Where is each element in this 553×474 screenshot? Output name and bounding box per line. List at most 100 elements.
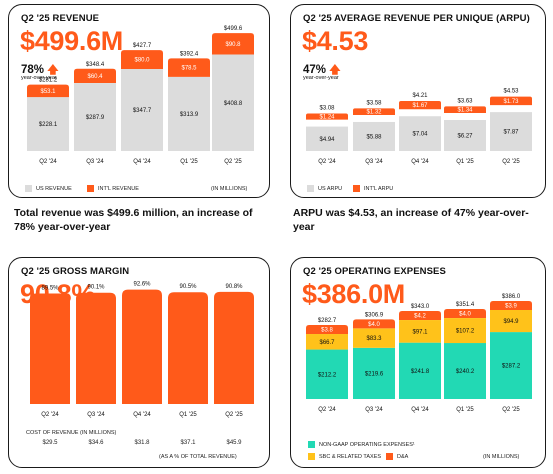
da-opex-label: $4.0 [459,312,471,318]
intl-revenue-bar [27,84,69,98]
us-arpu-label: $4.94 [319,137,335,143]
nongaap-opex-label: $241.8 [411,369,430,375]
us-arpu-bar [399,116,441,151]
nongaap-opex-bar [490,332,532,399]
revenue-units-note: (IN MILLIONS) [211,186,248,192]
nongaap-opex-label: $219.6 [365,371,384,377]
x-tick-label: Q4 '24 [411,159,429,165]
cogs-value: $37.1 [180,440,196,446]
x-tick-label: Q1 '25 [179,412,197,418]
x-tick-label: Q2 '24 [318,407,336,413]
revenue-growth-sub: year-over-year [21,75,57,81]
arpu-caption: ARPU was $4.53, an increase of 47% year-… [293,207,529,233]
us-arpu-label: $6.27 [457,134,473,140]
total-revenue-label: $427.7 [133,43,152,49]
revenue-legend-intl: INT'L REVENUE [87,185,139,192]
arpu-growth: 47% 🡅 [303,61,341,80]
nongaap-opex-label: $240.2 [456,369,475,375]
total-revenue-label: $392.4 [180,51,199,57]
nongaap-opex-bar [399,342,441,399]
intl-arpu-label: $1.34 [457,108,473,114]
sbc-opex-bar [444,318,486,344]
total-opex-label: $351.4 [456,302,475,308]
intl-arpu-bar [306,113,348,120]
nongaap-opex-bar [353,347,395,399]
sbc-opex-bar [399,320,441,343]
total-revenue-label: $348.4 [86,62,105,68]
opex-card: Q2 '25 OPERATING EXPENSES $386.0M $212.2… [290,257,546,468]
intl-swatch [353,185,360,192]
arpu-legend-intl: INT'L ARPU [353,185,393,192]
margin-chart: 89.5% Q2 '24 90.1% Q3 '24 92.6% Q4 '24 90.5% Q1… [30,282,254,418]
arpu-card: Q2 '25 AVERAGE REVENUE PER UNIQUE (ARPU)… [290,4,546,198]
intl-revenue-bar [121,50,163,69]
opex-legend-nongaap: NON-GAAP OPERATING EXPENSES¹ [308,441,415,448]
cogs-value: $34.6 [88,440,104,446]
nongaap-swatch [308,441,315,448]
x-tick-label: Q4 '24 [133,412,151,418]
us-revenue-label: $313.9 [180,112,199,118]
opex-big-value: $386.0M [302,279,405,309]
up-arrow-icon: 🡅 [329,64,341,76]
gross-margin-label: 92.6% [133,282,151,288]
intl-arpu-bar [490,96,532,106]
cogs-label: COST OF REVENUE (IN MILLIONS) [26,430,117,436]
us-arpu-bar [353,121,395,151]
us-arpu-label: $7.87 [503,130,519,136]
intl-revenue-label: $80.0 [134,58,150,64]
intl-revenue-label: $78.5 [181,66,197,72]
opex-legend-sbc: SBC & RELATED TAXES [308,453,381,460]
total-opex-label: $306.9 [365,312,384,318]
margin-note: (AS A % OF TOTAL REVENUE) [159,454,237,460]
x-tick-label: Q3 '24 [365,407,383,413]
margin-card: Q2 '25 GROSS MARGIN 90.8% 89.5% Q2 '24 90.… [8,257,270,468]
us-arpu-label: $7.04 [412,132,428,138]
da-opex-label: $4.0 [368,322,380,328]
intl-revenue-label: $53.1 [40,89,56,95]
sbc-opex-label: $94.9 [503,319,519,325]
margin-title: Q2 '25 GROSS MARGIN [21,266,130,277]
x-tick-label: Q1 '25 [456,407,474,413]
revenue-title: Q2 '25 REVENUE [21,13,100,24]
sbc-swatch [308,453,315,460]
x-tick-label: Q2 '24 [39,159,57,165]
us-revenue-label: $347.7 [133,108,152,114]
gross-margin-bar [168,292,208,404]
da-opex-bar [306,325,348,335]
intl-arpu-label: $1.67 [412,103,428,109]
revenue-caption: Total revenue was $499.6 million, an inc… [14,207,253,233]
nongaap-opex-bar [444,343,486,399]
us-arpu-bar [306,126,348,151]
intl-revenue-label: $90.8 [225,42,241,48]
cogs-value: $29.5 [42,440,58,446]
us-revenue-label: $287.9 [86,115,105,121]
da-swatch [386,453,393,460]
intl-arpu-label: $1.73 [503,99,519,105]
x-tick-label: Q2 '25 [225,412,243,418]
arpu-growth-value: 47% [303,64,327,76]
x-tick-label: Q2 '25 [224,159,242,165]
intl-arpu-bar [399,100,441,110]
opex-title: Q2 '25 OPERATING EXPENSES [303,266,446,277]
total-revenue-label: $281.2 [39,78,58,84]
sbc-opex-bar [490,309,532,333]
arpu-chart: $4.94 $1.24 $3.08 Q2 '24 $5.88 $1.32 $3.58 Q3 '… [306,89,532,165]
arpu-big-value: $4.53 [302,26,369,56]
up-arrow-icon: 🡅 [47,64,59,76]
arpu-growth-sub: year-over-year [303,75,339,81]
us-revenue-bar [121,68,163,151]
da-opex-bar [444,309,486,319]
x-tick-label: Q2 '24 [41,412,59,418]
us-revenue-label: $408.8 [224,101,243,107]
intl-arpu-label: $1.24 [319,115,335,121]
intl-revenue-bar [74,68,116,84]
nongaap-opex-bar [306,349,348,399]
gross-margin-label: 89.5% [41,285,59,291]
opex-units-note: (IN MILLIONS) [483,454,520,460]
intl-arpu-bar [444,106,486,114]
total-revenue-label: $499.6 [224,26,243,32]
sbc-opex-label: $97.1 [412,329,428,335]
us-arpu-label: $5.88 [366,134,382,140]
x-tick-label: Q1 '25 [180,159,198,165]
opex-legend-da: D&A [386,453,408,460]
